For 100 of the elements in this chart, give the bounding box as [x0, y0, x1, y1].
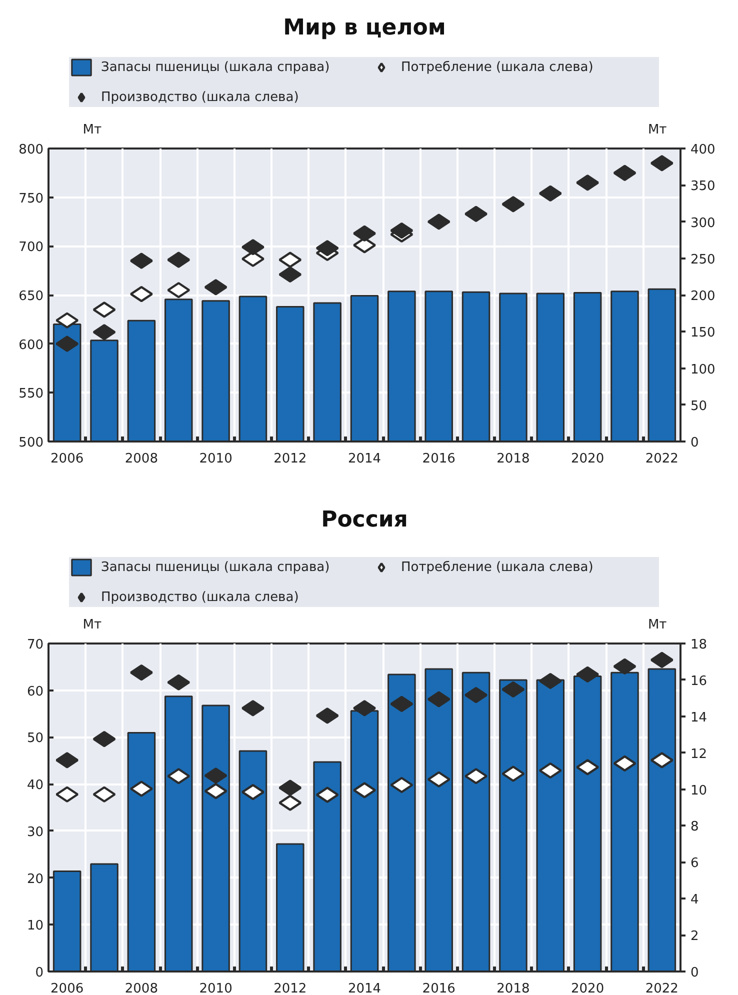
- point: [613, 658, 636, 675]
- point: [427, 691, 450, 708]
- point: [278, 266, 302, 283]
- y2-tick-label: 300: [690, 216, 716, 231]
- point: [92, 324, 116, 340]
- point: [538, 672, 562, 690]
- legend-label: Запасы пшеницы (шкала справа): [101, 59, 331, 75]
- point: [278, 252, 302, 268]
- y2-tick-label: 2: [690, 929, 699, 944]
- x-tick-label: 2006: [50, 452, 84, 466]
- point: [278, 794, 302, 811]
- point: [316, 708, 339, 724]
- y2-axis-title: Мт: [648, 122, 668, 138]
- point: [92, 302, 116, 318]
- y-tick-label: 500: [18, 436, 44, 450]
- y-tick-label: 70: [26, 638, 44, 652]
- legend-label: Запасы пшеницы (шкала справа): [101, 559, 331, 575]
- y2-tick-label: 250: [690, 252, 716, 268]
- y2-tick-label: 150: [690, 326, 716, 341]
- point: [241, 784, 265, 800]
- legend-label: Производство (шкала слева): [101, 89, 300, 105]
- point: [167, 282, 190, 298]
- point: [502, 681, 525, 698]
- point: [613, 755, 636, 772]
- point: [390, 696, 414, 712]
- x-tick-label: 2014: [348, 982, 382, 995]
- x-tick-label: 2010: [199, 982, 232, 995]
- y-tick-label: 40: [26, 778, 44, 794]
- point: [390, 222, 414, 239]
- point: [92, 730, 116, 748]
- chart-title: Россия: [321, 508, 408, 532]
- x-tick-label: 2018: [496, 452, 530, 466]
- point: [613, 164, 636, 182]
- point: [92, 786, 116, 802]
- point: [204, 783, 228, 800]
- y2-tick-label: 350: [690, 179, 716, 194]
- y-tick-label: 30: [26, 824, 44, 840]
- point: [167, 768, 190, 784]
- point: [316, 240, 339, 256]
- y-tick-label: 0: [35, 966, 44, 980]
- point: [538, 762, 562, 779]
- y-tick-label: 700: [18, 240, 44, 256]
- x-tick-label: 2010: [199, 452, 232, 466]
- point: [167, 252, 190, 268]
- x-tick-label: 2006: [50, 982, 84, 995]
- y-tick-label: 60: [26, 684, 44, 700]
- x-tick-label: 2018: [496, 982, 530, 995]
- y2-tick-label: 100: [690, 362, 716, 378]
- point: [278, 780, 302, 796]
- y-axis-title: Мт: [82, 618, 102, 632]
- point: [576, 666, 600, 683]
- x-tick-label: 2014: [348, 452, 382, 466]
- y-tick-label: 650: [18, 289, 44, 304]
- point: [538, 185, 562, 202]
- y-tick-label: 20: [26, 872, 44, 887]
- point: [130, 286, 154, 302]
- y2-tick-label: 4: [690, 892, 699, 908]
- y2-tick-label: 18: [690, 638, 708, 652]
- x-tick-label: 2012: [274, 452, 307, 466]
- x-tick-label: 2020: [571, 982, 604, 995]
- y2-tick-label: 0: [690, 436, 699, 450]
- y2-tick-label: 50: [690, 398, 708, 414]
- point: [204, 768, 228, 784]
- y-tick-label: 800: [18, 142, 44, 158]
- point: [390, 776, 414, 794]
- y2-tick-label: 12: [690, 746, 708, 762]
- point: [502, 196, 525, 212]
- legend-label: Потребление (шкала слева): [401, 59, 594, 75]
- y-tick-label: 550: [18, 386, 44, 402]
- y2-tick-label: 8: [690, 820, 699, 835]
- legend-label: Потребление (шкала слева): [401, 559, 594, 575]
- legend-label: Производство (шкала слева): [101, 589, 300, 605]
- y2-tick-label: 0: [690, 966, 699, 980]
- x-tick-label: 2022: [645, 982, 678, 995]
- x-tick-label: 2008: [124, 452, 158, 466]
- y2-tick-label: 200: [690, 289, 716, 304]
- y-tick-label: 50: [26, 731, 44, 746]
- point: [167, 674, 190, 690]
- point: [427, 214, 450, 230]
- point: [502, 766, 525, 782]
- y2-tick-label: 6: [690, 856, 699, 872]
- x-tick-label: 2012: [274, 982, 307, 995]
- point: [352, 225, 376, 242]
- y2-tick-label: 10: [690, 783, 708, 798]
- point: [427, 771, 450, 788]
- point: [464, 686, 488, 704]
- y2-tick-label: 14: [690, 710, 708, 726]
- y-tick-label: 750: [18, 191, 44, 206]
- x-tick-label: 2022: [645, 452, 678, 466]
- y2-axis-title: Мт: [648, 618, 668, 632]
- point: [464, 206, 488, 222]
- point: [130, 664, 154, 681]
- y2-tick-label: 400: [690, 142, 716, 158]
- y-axis-title: Мт: [82, 122, 102, 138]
- x-tick-label: 2016: [422, 982, 456, 995]
- x-tick-label: 2016: [422, 452, 456, 466]
- y2-tick-label: 16: [690, 674, 708, 689]
- chart-title: Мир в целом: [283, 16, 446, 40]
- x-tick-label: 2020: [571, 452, 604, 466]
- y-tick-label: 600: [18, 338, 44, 353]
